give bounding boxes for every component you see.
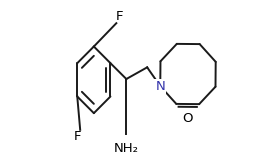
Text: O: O — [182, 112, 193, 125]
Text: F: F — [116, 10, 123, 23]
Text: N: N — [155, 80, 165, 93]
Text: F: F — [73, 130, 81, 143]
Text: NH₂: NH₂ — [114, 142, 139, 155]
